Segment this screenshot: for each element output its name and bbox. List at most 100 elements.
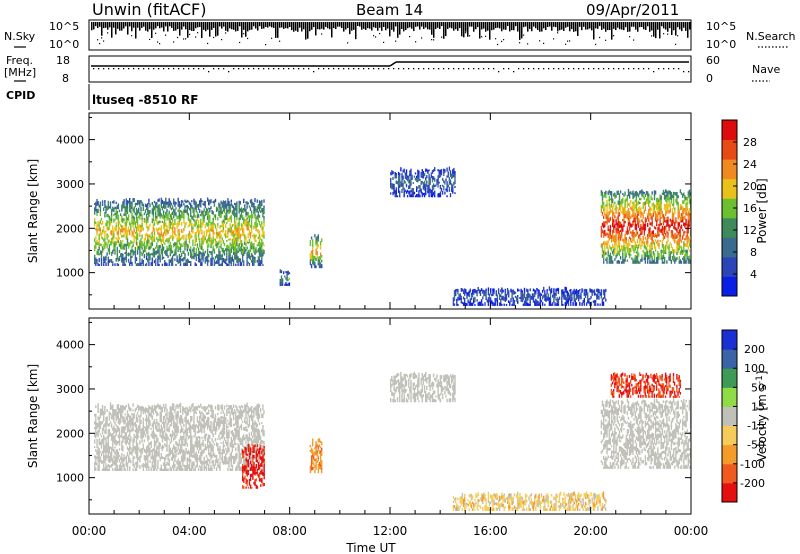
echo-cell	[152, 254, 155, 258]
echo-cell	[190, 210, 192, 215]
echo-cell	[122, 240, 124, 242]
echo-cell	[607, 240, 609, 245]
echo-cell	[649, 259, 651, 264]
echo-cell	[194, 232, 196, 235]
echo-cell	[448, 177, 451, 181]
echo-cell	[206, 244, 209, 249]
echo-cell	[403, 190, 405, 194]
echo-cell	[606, 246, 608, 249]
echo-cell	[165, 222, 167, 227]
nsky-bar	[425, 22, 427, 28]
echo-cell	[115, 212, 117, 217]
echo-cell	[112, 460, 114, 464]
nave-dot	[558, 68, 560, 70]
echo-cell	[145, 225, 148, 228]
echo-cell	[645, 240, 648, 245]
echo-cell	[132, 249, 134, 253]
echo-cell	[452, 169, 454, 174]
echo-cell	[604, 191, 606, 195]
echo-cell	[252, 202, 254, 206]
echo-cell	[672, 259, 675, 262]
nave-dot	[623, 68, 625, 70]
nsearch-dot	[523, 34, 525, 36]
echo-cell	[168, 449, 170, 453]
echo-cell	[151, 464, 153, 468]
echo-cell	[252, 205, 254, 208]
echo-cell	[141, 241, 143, 244]
echo-cell	[174, 212, 176, 216]
echo-cell	[613, 222, 615, 226]
echo-cell	[184, 222, 186, 226]
echo-cell	[177, 229, 179, 233]
echo-cell	[550, 287, 553, 291]
echo-cell	[688, 197, 691, 200]
echo-cell	[175, 251, 177, 256]
echo-cell	[113, 230, 115, 234]
echo-cell	[150, 427, 152, 430]
echo-cell	[155, 253, 157, 255]
nsky-bar	[505, 22, 507, 30]
echo-cell	[153, 456, 156, 459]
echo-cell	[114, 456, 116, 459]
echo-cell	[153, 251, 156, 256]
echo-cell	[223, 204, 226, 208]
echo-cell	[239, 258, 241, 263]
echo-cell	[118, 454, 121, 457]
power-colorbar-tick-label: 8	[750, 246, 757, 259]
echo-cell	[460, 295, 462, 298]
echo-cell	[683, 258, 685, 261]
echo-cell	[452, 299, 455, 303]
echo-cell	[97, 224, 99, 227]
echo-cell	[197, 250, 200, 253]
echo-cell	[138, 429, 140, 434]
echo-cell	[156, 428, 158, 432]
nsearch-dot	[527, 43, 529, 45]
echo-cell	[176, 255, 178, 259]
echo-cell	[683, 210, 685, 215]
echo-cell	[474, 304, 476, 306]
echo-cell	[100, 452, 103, 457]
echo-cell	[590, 295, 592, 299]
echo-cell	[157, 428, 159, 432]
echo-cell	[108, 423, 111, 427]
echo-cell	[221, 210, 223, 215]
echo-cell	[175, 207, 177, 210]
nsky-bar	[651, 22, 653, 31]
echo-cell	[608, 260, 610, 264]
nave-dot	[533, 68, 535, 70]
echo-cell	[126, 415, 129, 418]
echo-cell	[449, 181, 452, 185]
echo-cell	[107, 436, 109, 440]
echo-cell	[227, 198, 229, 202]
nsky-bar	[115, 22, 117, 35]
echo-cell	[106, 421, 108, 426]
echo-cell	[279, 281, 281, 286]
echo-cell	[556, 303, 558, 306]
echo-cell	[134, 429, 137, 433]
echo-cell	[259, 210, 262, 213]
echo-cell	[244, 246, 246, 251]
echo-cell	[121, 207, 123, 212]
echo-cell	[201, 232, 203, 235]
echo-cell	[108, 223, 111, 227]
echo-cell	[624, 236, 626, 240]
echo-cell	[263, 249, 265, 255]
echo-cell	[192, 248, 194, 252]
echo-cell	[156, 413, 158, 417]
echo-cell	[104, 231, 106, 235]
echo-cell	[212, 201, 214, 204]
echo-cell	[672, 212, 675, 216]
echo-cell	[662, 255, 665, 259]
echo-cell	[399, 182, 401, 185]
echo-cell	[118, 242, 121, 244]
echo-cell	[129, 242, 131, 247]
echo-cell	[223, 207, 226, 212]
echo-cell	[202, 221, 204, 226]
echo-cell	[397, 175, 400, 179]
nsky-bar	[267, 22, 269, 28]
echo-cell	[401, 173, 403, 176]
echo-cell	[222, 247, 225, 250]
echo-cell	[132, 225, 134, 229]
echo-cell	[106, 409, 108, 413]
echo-cell	[156, 201, 158, 205]
